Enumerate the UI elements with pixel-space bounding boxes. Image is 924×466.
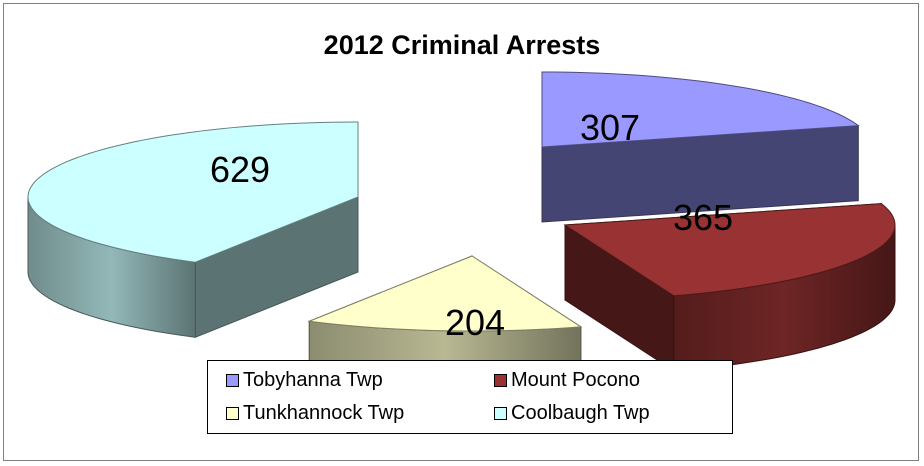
slice-coolbaugh xyxy=(27,121,359,338)
slice-mount-pocono xyxy=(563,203,896,372)
legend-swatch xyxy=(226,374,239,387)
data-label: 365 xyxy=(673,197,733,238)
legend-item-coolbaugh: Coolbaugh Twp xyxy=(494,402,650,425)
data-label: 204 xyxy=(445,302,505,343)
legend-label: Tobyhanna Twp xyxy=(243,369,383,391)
legend-swatch xyxy=(494,374,507,387)
data-label: 307 xyxy=(580,107,640,148)
legend-swatch xyxy=(226,407,239,420)
slice-tobyhanna xyxy=(541,71,860,223)
legend-item-tobyhanna: Tobyhanna Twp xyxy=(226,369,383,392)
legend-label: Mount Pocono xyxy=(511,369,640,391)
chart-title: 2012 Criminal Arrests xyxy=(323,30,601,60)
legend-label: Tunkhannock Twp xyxy=(243,402,405,424)
chart-legend: Tobyhanna Twp Mount Pocono Tunkhannock T… xyxy=(207,360,733,434)
legend-item-tunkhannock: Tunkhannock Twp xyxy=(226,402,404,425)
legend-swatch xyxy=(494,407,507,420)
data-label: 629 xyxy=(210,149,270,190)
legend-label: Coolbaugh Twp xyxy=(511,402,650,424)
legend-item-mount-pocono: Mount Pocono xyxy=(494,369,640,392)
